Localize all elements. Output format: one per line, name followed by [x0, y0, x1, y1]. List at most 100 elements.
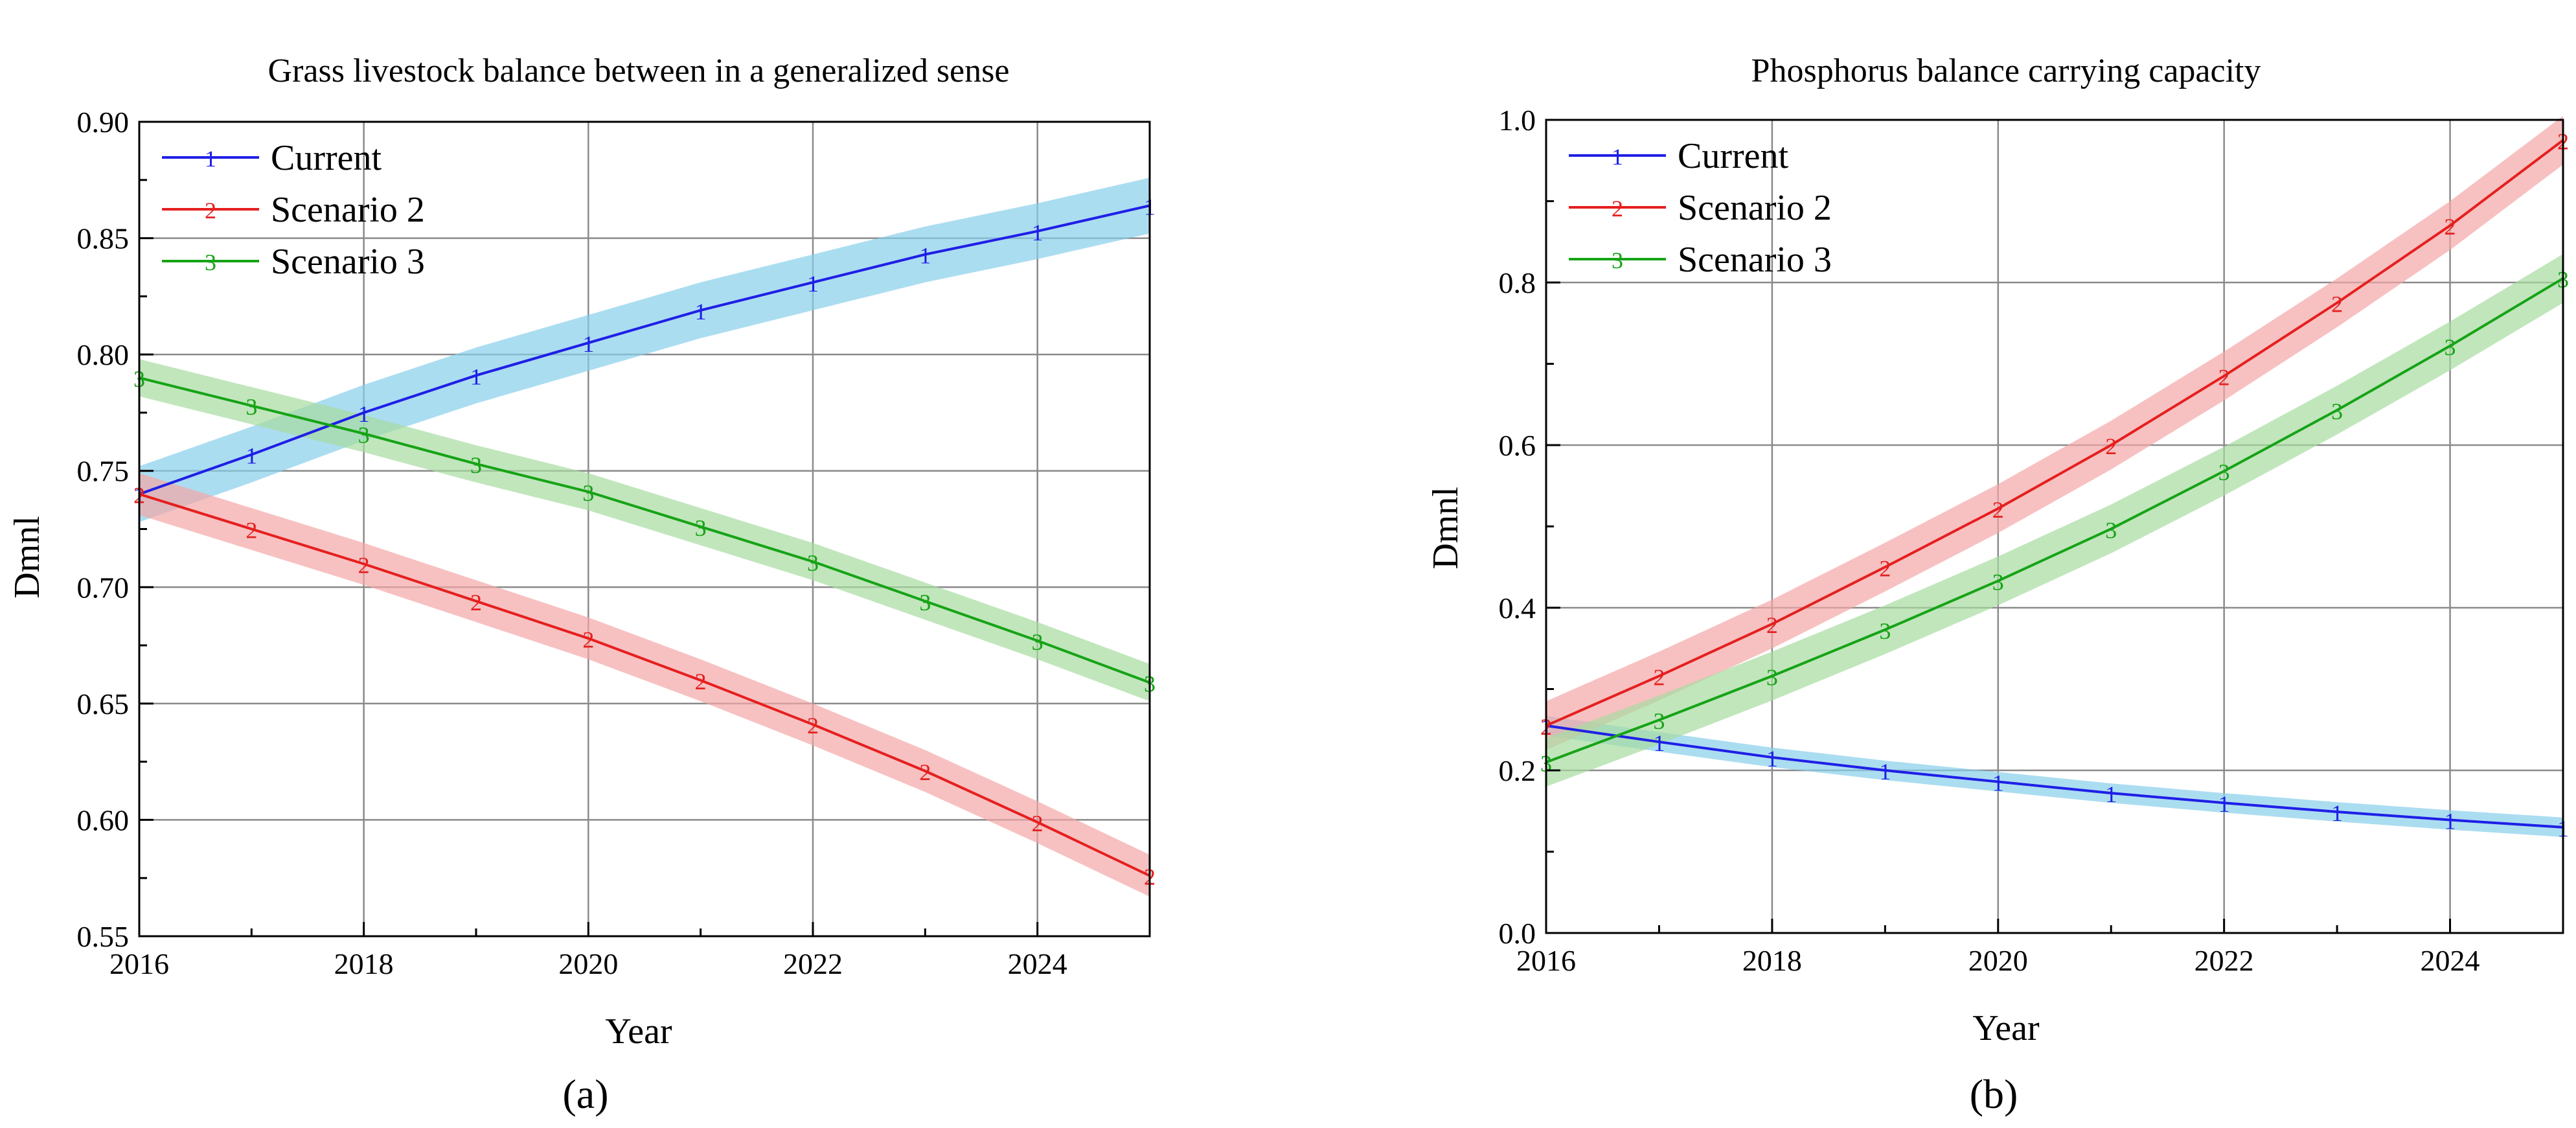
series-marker: 2	[1032, 811, 1043, 836]
y-tick-label: 0.65	[77, 687, 130, 720]
legend-marker: 2	[1612, 196, 1623, 222]
x-axis-label: Year	[1972, 1008, 2040, 1048]
chart-title: Phosphorus balance carrying capacity	[1751, 52, 2261, 89]
x-tick-label: 2024	[1008, 947, 1067, 980]
y-axis-label: Dmnl	[1426, 487, 1466, 570]
series-marker: 2	[695, 669, 707, 695]
series-marker: 1	[2445, 809, 2456, 834]
series-marker: 3	[582, 480, 594, 506]
confidence-band	[139, 359, 1150, 702]
series-marker: 3	[1879, 618, 1891, 644]
series-marker: 2	[807, 713, 819, 739]
legend-marker: 2	[205, 198, 216, 224]
panel-label-a: (a)	[562, 1071, 608, 1117]
y-tick-label: 0.0	[1499, 917, 1536, 950]
confidence-band	[1546, 715, 2563, 837]
x-tick-label: 2020	[558, 947, 618, 980]
series-marker: 2	[245, 518, 257, 544]
series-marker: 2	[470, 590, 482, 616]
y-tick-label: 0.6	[1499, 429, 1536, 462]
series-marker: 1	[807, 271, 819, 297]
panel-label-b-text: (b)	[1970, 1071, 2018, 1117]
chart-panel-a: Grass livestock balance between in a gen…	[7, 52, 1156, 1117]
series-marker: 1	[470, 363, 482, 389]
series-marker: 1	[2331, 800, 2343, 826]
series-line	[139, 376, 1150, 684]
x-axis-label: Year	[605, 1011, 672, 1052]
series-marker: 1	[695, 299, 707, 325]
x-tick-label: 2024	[2421, 944, 2480, 977]
legend: 1 Current 2 Scenario 2 3 Scenario 3	[1569, 136, 1832, 280]
panel-label-a-text: (a)	[562, 1071, 608, 1117]
y-tick-label: 0.75	[77, 455, 130, 488]
axis-ticks: 2016 2018 2020 2022 2024 0.55 0.60 0.65 0.70 0.75…	[77, 106, 1067, 980]
series-line	[139, 492, 1150, 877]
series-marker: 1	[2105, 781, 2117, 807]
x-tick-label: 2020	[1968, 944, 2028, 977]
series-marker: 1	[1766, 746, 1778, 772]
legend-label: Scenario 2	[1678, 188, 1832, 228]
series-marker: 1	[919, 243, 931, 269]
series-marker: 3	[245, 394, 257, 420]
series-marker: 2	[1879, 555, 1891, 581]
series-marker: 2	[2445, 214, 2456, 240]
series-marker: 1	[1653, 730, 1665, 756]
series-marker: 2	[1653, 664, 1665, 690]
axis-ticks: 2016 2018 2020 2022 2024 0.0 0.2 0.4 0.6 0.8 1.0	[1499, 104, 2480, 977]
series-marker: 3	[1992, 570, 2004, 595]
x-tick-label: 2018	[1742, 944, 1802, 977]
legend-label: Scenario 3	[271, 242, 425, 282]
legend-marker: 1	[1612, 144, 1623, 170]
y-tick-label: 0.55	[77, 920, 130, 953]
panel-label-b: (b)	[1970, 1071, 2018, 1117]
series-line	[1545, 139, 2564, 727]
confidence-band	[1546, 115, 2563, 750]
x-tick-label: 2016	[109, 947, 169, 980]
series-marker: 1	[2218, 791, 2230, 817]
legend-marker: 1	[205, 146, 216, 172]
series-marker: 3	[2218, 459, 2230, 485]
legend: 1 Current 2 Scenario 2 3 Scenario 3	[162, 138, 425, 282]
y-tick-label: 0.80	[77, 338, 130, 371]
series-marker: 1	[1992, 770, 2004, 796]
series-marker: 3	[470, 452, 482, 478]
series-marker: 2	[2331, 291, 2343, 317]
series-marker: 3	[2105, 517, 2117, 543]
confidence-bands	[1546, 115, 2563, 837]
y-tick-label: 1.0	[1499, 104, 1536, 137]
confidence-bands	[139, 178, 1150, 897]
series-line	[1545, 724, 2564, 829]
x-tick-label: 2022	[783, 947, 843, 980]
series-marker: 1	[245, 443, 257, 469]
series-marker: 2	[919, 759, 931, 785]
series-marker: 2	[2218, 364, 2230, 390]
x-tick-label: 2016	[1516, 944, 1576, 977]
series-marker: 2	[582, 627, 594, 652]
legend-label: Current	[271, 138, 382, 178]
series-marker: 2	[2105, 433, 2117, 459]
series-marker: 3	[1766, 664, 1778, 690]
confidence-band	[1546, 254, 2563, 787]
series-marker: 2	[1992, 497, 2004, 523]
legend-label: Current	[1678, 136, 1789, 176]
y-tick-label: 0.60	[77, 803, 130, 836]
series-marker: 3	[919, 590, 931, 616]
series-marker: 3	[695, 515, 707, 541]
legend-marker: 3	[1612, 247, 1623, 273]
confidence-band	[139, 473, 1150, 897]
x-tick-label: 2018	[334, 947, 394, 980]
series-marker: 3	[2331, 398, 2343, 424]
y-axis-label: Dmnl	[7, 516, 47, 599]
series-line	[139, 204, 1150, 496]
series-marker: 1	[582, 331, 594, 357]
series-marker: 1	[1032, 220, 1043, 246]
legend-label: Scenario 2	[271, 190, 425, 230]
series-marker: 3	[1653, 708, 1665, 734]
series-marker: 3	[2445, 334, 2456, 360]
y-tick-label: 0.8	[1499, 266, 1536, 299]
